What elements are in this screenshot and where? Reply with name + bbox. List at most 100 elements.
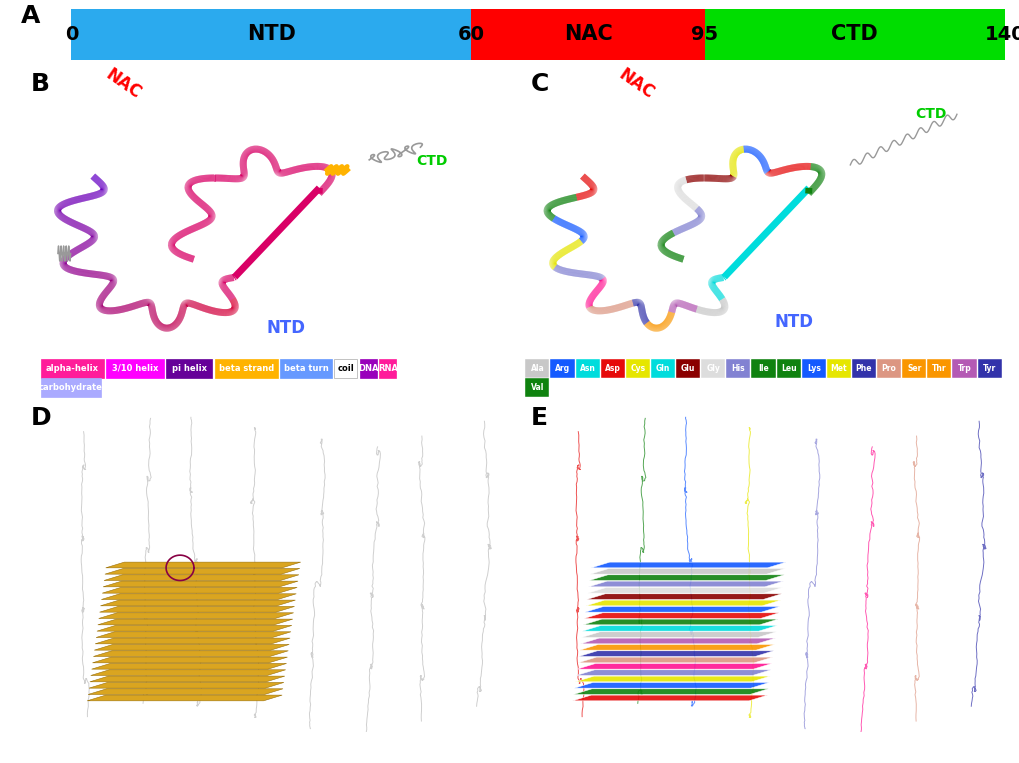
Polygon shape bbox=[587, 588, 782, 593]
Text: Gly: Gly bbox=[705, 364, 719, 372]
Polygon shape bbox=[93, 657, 287, 663]
Bar bbox=[214, 359, 277, 378]
Text: Ala: Ala bbox=[530, 364, 544, 372]
Polygon shape bbox=[573, 689, 767, 694]
Text: D: D bbox=[31, 406, 51, 430]
Text: Arg: Arg bbox=[554, 364, 570, 372]
Bar bbox=[525, 359, 549, 378]
Polygon shape bbox=[575, 676, 769, 682]
Text: Trp: Trp bbox=[957, 364, 970, 372]
Text: 60: 60 bbox=[458, 25, 484, 43]
Bar bbox=[106, 359, 164, 378]
Text: CTD: CTD bbox=[914, 107, 946, 121]
Polygon shape bbox=[105, 568, 300, 574]
Polygon shape bbox=[578, 657, 772, 663]
Bar bbox=[726, 359, 750, 378]
Bar bbox=[650, 359, 675, 378]
Text: NAC: NAC bbox=[614, 66, 656, 102]
Text: Lys: Lys bbox=[806, 364, 820, 372]
Text: Asn: Asn bbox=[579, 364, 595, 372]
Bar bbox=[166, 359, 212, 378]
Text: B: B bbox=[31, 72, 50, 96]
Bar bbox=[600, 359, 625, 378]
Polygon shape bbox=[95, 638, 289, 644]
Bar bbox=[775, 359, 800, 378]
Polygon shape bbox=[101, 594, 296, 600]
Polygon shape bbox=[584, 613, 779, 619]
Text: Asp: Asp bbox=[604, 364, 621, 372]
Text: pi helix: pi helix bbox=[171, 364, 207, 372]
Polygon shape bbox=[580, 638, 774, 644]
Polygon shape bbox=[104, 575, 299, 581]
Polygon shape bbox=[590, 568, 785, 574]
Polygon shape bbox=[586, 594, 781, 600]
Text: Pro: Pro bbox=[880, 364, 896, 372]
Bar bbox=[901, 359, 925, 378]
Bar bbox=[851, 359, 875, 378]
Text: 95: 95 bbox=[691, 25, 717, 43]
Polygon shape bbox=[89, 682, 283, 688]
Polygon shape bbox=[579, 645, 773, 650]
Text: Tyr: Tyr bbox=[982, 364, 996, 372]
Polygon shape bbox=[585, 600, 781, 606]
Text: CTD: CTD bbox=[416, 154, 447, 169]
Polygon shape bbox=[578, 651, 773, 656]
Text: 0: 0 bbox=[64, 25, 78, 43]
Bar bbox=[334, 359, 357, 378]
Text: 140: 140 bbox=[983, 25, 1019, 43]
Text: beta strand: beta strand bbox=[218, 364, 273, 372]
Bar bbox=[826, 359, 850, 378]
Polygon shape bbox=[583, 619, 777, 625]
Polygon shape bbox=[96, 632, 290, 638]
Text: A: A bbox=[20, 4, 40, 27]
Text: Ile: Ile bbox=[757, 364, 768, 372]
Polygon shape bbox=[90, 676, 284, 682]
Polygon shape bbox=[572, 695, 767, 700]
Text: beta turn: beta turn bbox=[283, 364, 328, 372]
Polygon shape bbox=[94, 651, 288, 656]
Text: RNA: RNA bbox=[377, 364, 397, 372]
Bar bbox=[626, 359, 649, 378]
Text: His: His bbox=[731, 364, 745, 372]
Text: Cys: Cys bbox=[630, 364, 645, 372]
Polygon shape bbox=[98, 619, 292, 625]
Polygon shape bbox=[581, 632, 775, 638]
Bar bbox=[550, 359, 574, 378]
Bar bbox=[360, 359, 376, 378]
Polygon shape bbox=[103, 581, 298, 587]
Text: Gln: Gln bbox=[655, 364, 669, 372]
Polygon shape bbox=[87, 695, 282, 700]
Text: coil: coil bbox=[337, 364, 354, 372]
Text: carbohydrate: carbohydrate bbox=[39, 384, 103, 392]
Bar bbox=[801, 359, 825, 378]
Polygon shape bbox=[577, 664, 771, 669]
Polygon shape bbox=[576, 670, 770, 675]
Bar bbox=[952, 359, 975, 378]
Bar bbox=[876, 359, 901, 378]
Polygon shape bbox=[585, 607, 780, 612]
Text: CTD: CTD bbox=[830, 24, 877, 44]
Text: Phe: Phe bbox=[855, 364, 871, 372]
Text: NTD: NTD bbox=[773, 313, 812, 331]
Text: DNA: DNA bbox=[358, 364, 378, 372]
Text: alpha-helix: alpha-helix bbox=[46, 364, 99, 372]
Text: NAC: NAC bbox=[564, 24, 611, 44]
Bar bbox=[926, 359, 951, 378]
Polygon shape bbox=[91, 670, 285, 675]
Text: Met: Met bbox=[829, 364, 847, 372]
Bar bbox=[751, 359, 774, 378]
Polygon shape bbox=[101, 600, 296, 606]
Polygon shape bbox=[92, 664, 286, 669]
Polygon shape bbox=[102, 588, 297, 593]
Bar bbox=[525, 378, 549, 398]
Polygon shape bbox=[589, 575, 784, 581]
Text: Thr: Thr bbox=[931, 364, 946, 372]
Bar bbox=[280, 359, 331, 378]
Bar bbox=[976, 359, 1001, 378]
Bar bbox=[379, 359, 396, 378]
Polygon shape bbox=[97, 626, 291, 631]
Bar bbox=[41, 359, 104, 378]
Polygon shape bbox=[94, 645, 289, 650]
Text: C: C bbox=[530, 72, 548, 96]
Polygon shape bbox=[100, 607, 294, 612]
